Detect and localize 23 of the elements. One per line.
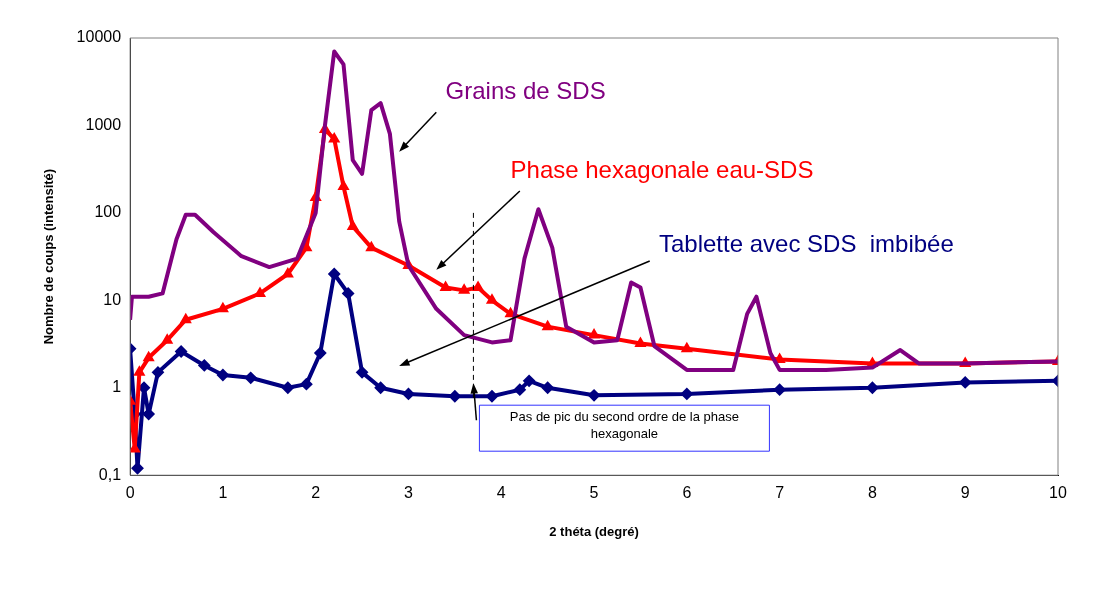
x-tick-label: 10: [1049, 484, 1067, 502]
y-tick-label: 1: [112, 378, 122, 396]
x-tick-label: 3: [404, 484, 414, 502]
x-tick-label: 2: [311, 484, 321, 502]
text: Phase hexagonale eau-SDS: [510, 155, 814, 183]
annotation: Pas de pic du second ordre de la phase hexagonale: [509, 409, 739, 442]
y-tick-label: 10: [103, 290, 122, 308]
text: Tablette avec SDS imbibée: [659, 230, 954, 258]
y-axis-title: Nombre de coups (intensité): [41, 168, 57, 345]
y-tick-label: 1000: [85, 115, 122, 133]
x-tick-label: 0: [125, 484, 135, 502]
x-tick-label: 7: [775, 484, 785, 502]
x-tick-label: 9: [960, 484, 970, 502]
x-tick-label: 4: [496, 484, 506, 502]
y-tick-label: 10000: [76, 28, 122, 46]
x-tick-label: 6: [682, 484, 692, 502]
text: Grains de SDS: [445, 77, 606, 105]
x-tick-label: 5: [589, 484, 599, 502]
x-tick-label: 1: [218, 484, 228, 502]
y-tick-label: 0,1: [98, 465, 122, 483]
x-tick-label: 8: [867, 484, 877, 502]
y-tick-label: 100: [94, 203, 122, 221]
x-axis-title: 2 théta (degré): [549, 523, 639, 539]
